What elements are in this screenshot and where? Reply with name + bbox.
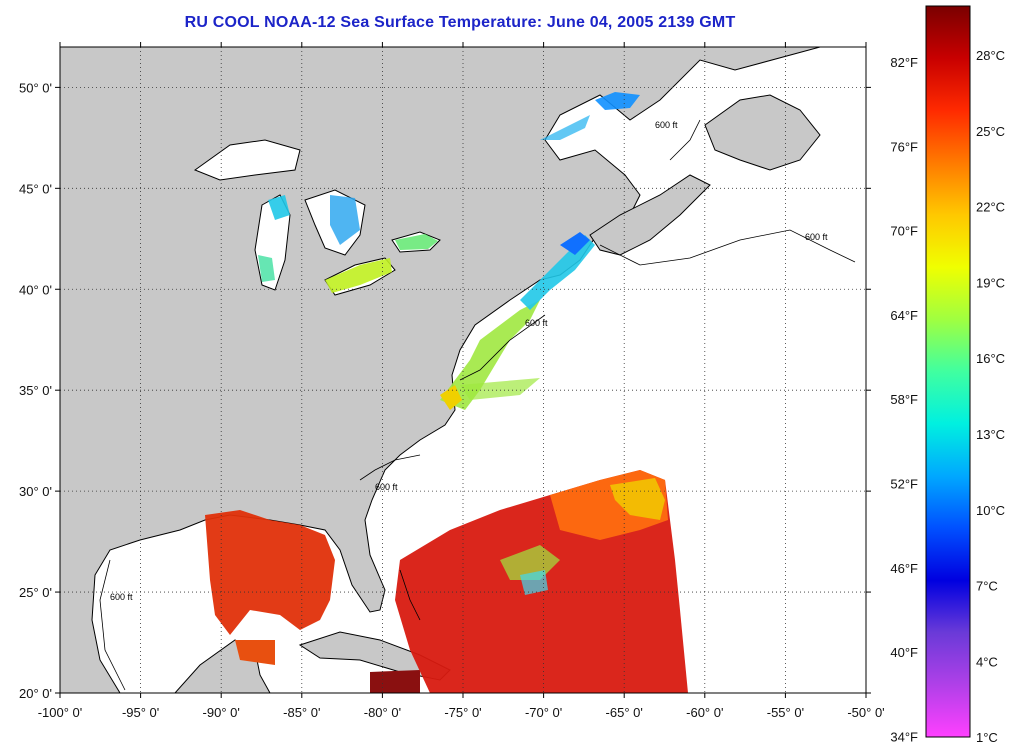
contour-label: 600 ft [805,232,828,242]
colorbar-f-label: 70°F [890,224,918,239]
colorbar-c-label: 25°C [976,124,1005,139]
colorbar-c-label: 13°C [976,427,1005,442]
lon-tick-label: -85° 0' [283,705,320,720]
depth-contours [99,119,856,691]
colorbar-f-label: 52°F [890,477,918,492]
newfoundland-landmass [704,94,821,171]
lon-tick-label: -90° 0' [203,705,240,720]
lat-tick-label: 45° 0' [19,181,52,196]
sst-warm-patches [205,470,688,693]
lon-tick-label: -80° 0' [364,705,401,720]
colorbar-celsius-labels: 28°C 25°C 22°C 19°C 16°C 13°C 10°C 7°C 4°C 1°C [976,48,1005,745]
lat-tick-label: 30° 0' [19,484,52,499]
lat-tick-label: 40° 0' [19,282,52,297]
contour-label: 600 ft [525,318,548,328]
lon-tick-label: -60° 0' [686,705,723,720]
colorbar-c-label: 16°C [976,351,1005,366]
lon-tick-label: -70° 0' [525,705,562,720]
colorbar-c-label: 4°C [976,654,998,669]
colorbar-f-label: 58°F [890,392,918,407]
colorbar [925,5,971,738]
contour-label: 600 ft [655,120,678,130]
sst-coastal-patches [258,92,640,410]
maritimes-landmass [589,174,711,256]
colorbar-f-label: 64°F [890,308,918,323]
colorbar-f-label: 76°F [890,139,918,154]
colorbar-f-label: 46°F [890,561,918,576]
lon-tick-label: -75° 0' [444,705,481,720]
lon-tick-label: -55° 0' [767,705,804,720]
lake-superior [193,139,301,181]
colorbar-c-label: 10°C [976,503,1005,518]
depth-contour-labels: 600 ft 600 ft 600 ft 600 ft 600 ft [110,120,828,602]
map-title: RU COOL NOAA-12 Sea Surface Temperature:… [184,14,736,31]
lat-tick-label: 25° 0' [19,585,52,600]
colorbar-f-label: 34°F [890,729,918,744]
colorbar-c-label: 1°C [976,730,998,745]
contour-label: 600 ft [110,592,133,602]
lon-tick-label: -100° 0' [38,705,83,720]
lon-tick-label: -95° 0' [122,705,159,720]
colorbar-f-label: 82°F [890,55,918,70]
lon-tick-label: -50° 0' [847,705,884,720]
colorbar-c-label: 28°C [976,48,1005,63]
longitude-axis: -100° 0' -95° 0' -90° 0' -85° 0' -80° 0' -75°… [38,42,885,720]
colorbar-c-label: 7°C [976,579,998,594]
colorbar-c-label: 22°C [976,200,1005,215]
contour-label: 600 ft [375,482,398,492]
lon-tick-label: -65° 0' [606,705,643,720]
lat-tick-label: 20° 0' [19,686,52,701]
latitude-axis: 50° 0' 45° 0' 40° 0' 35° 0' 30° 0' 25° 0' 20° … [19,80,871,701]
lat-tick-label: 35° 0' [19,383,52,398]
colorbar-f-label: 40°F [890,645,918,660]
colorbar-fahrenheit-labels: 82°F 76°F 70°F 64°F 58°F 52°F 46°F 40°F 34°F [890,55,918,744]
colorbar-c-label: 19°C [976,275,1005,290]
lat-tick-label: 50° 0' [19,80,52,95]
